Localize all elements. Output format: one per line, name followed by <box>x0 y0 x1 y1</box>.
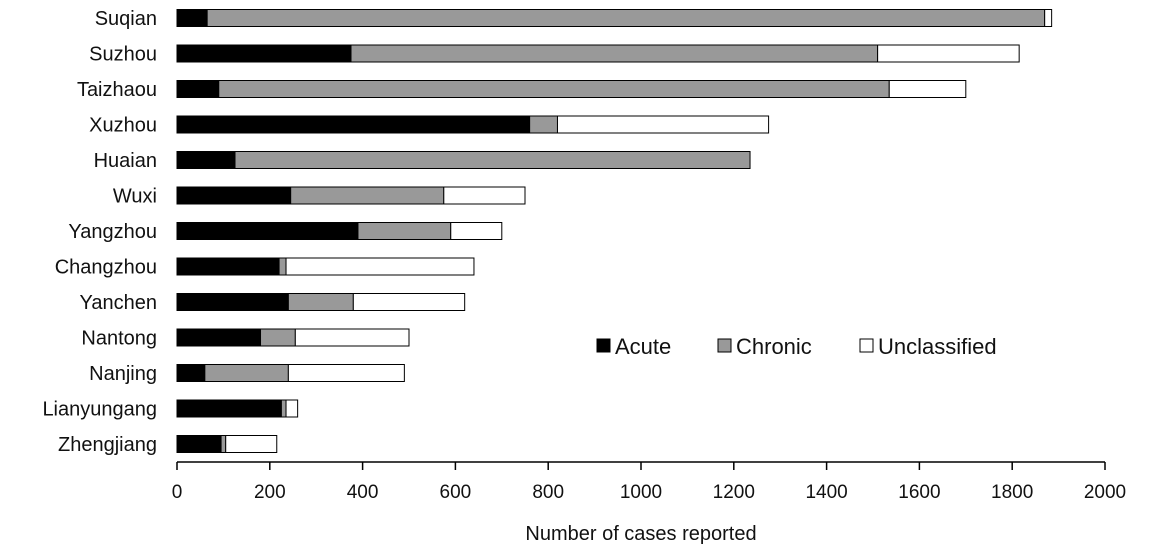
bar-suqian-acute <box>176 9 208 27</box>
category-label-taizhaou: Taizhaou <box>77 79 157 101</box>
category-label-zhengjiang: Zhengjiang <box>58 434 157 456</box>
bar-huaian-acute <box>176 151 236 169</box>
x-tick-label-2000: 2000 <box>1084 482 1126 503</box>
category-label-yanchen: Yanchen <box>80 292 157 314</box>
bar-nanjing-unclassified <box>287 364 405 382</box>
category-label-xuzhou: Xuzhou <box>89 115 157 137</box>
bar-zhengjiang-unclassified <box>225 435 278 453</box>
bar-suzhou-chronic <box>350 44 879 63</box>
category-label-lianyungang: Lianyungang <box>42 399 157 421</box>
x-axis-title: Number of cases reported <box>525 523 756 545</box>
bar-huaian-chronic <box>234 151 751 169</box>
legend-swatch-unclassified <box>859 338 874 353</box>
legend-label-unclassified: Unclassified <box>878 334 997 359</box>
bar-yanchen-acute <box>176 293 289 311</box>
bars <box>176 9 1053 453</box>
bar-zhengjiang-acute <box>176 435 222 453</box>
legend-swatch-acute <box>596 338 611 353</box>
bar-nantong-chronic <box>260 328 296 347</box>
x-tick-label-1000: 1000 <box>620 482 662 503</box>
legend-label-chronic: Chronic <box>736 334 812 359</box>
bar-nanjing-chronic <box>204 364 289 382</box>
bar-xuzhou-unclassified <box>556 115 770 134</box>
bar-taizhaou-acute <box>176 80 220 98</box>
x-tick-label-1400: 1400 <box>805 482 847 503</box>
category-label-nanjing: Nanjing <box>89 363 157 385</box>
bar-wuxi-unclassified <box>443 186 526 205</box>
category-label-suqian: Suqian <box>95 8 157 30</box>
x-tick-label-1600: 1600 <box>898 482 940 503</box>
bar-lianyungang-unclassified <box>285 399 299 418</box>
category-label-huaian: Huaian <box>94 150 157 172</box>
category-label-wuxi: Wuxi <box>113 186 157 208</box>
bar-taizhaou-unclassified <box>888 80 967 98</box>
x-tick-label-1200: 1200 <box>713 482 755 503</box>
bar-suqian-unclassified <box>1044 9 1053 27</box>
bar-yangzhou-chronic <box>357 222 452 240</box>
bar-nantong-unclassified <box>294 328 410 347</box>
bar-nanjing-acute <box>176 364 206 382</box>
bar-wuxi-acute <box>176 186 292 205</box>
x-tick-label-800: 800 <box>532 482 564 503</box>
bar-suzhou-acute <box>176 44 352 63</box>
legend: Acute Chronic Unclassified <box>596 334 997 359</box>
category-label-nantong: Nantong <box>81 328 157 350</box>
category-label-yangzhou: Yangzhou <box>68 221 157 243</box>
category-label-changzhou: Changzhou <box>55 257 157 279</box>
bar-yanchen-unclassified <box>352 293 466 311</box>
bar-changzhou-unclassified <box>285 257 475 276</box>
bar-zhengjiang-chronic <box>220 435 227 453</box>
bar-yangzhou-unclassified <box>450 222 503 240</box>
bar-xuzhou-chronic <box>529 115 558 134</box>
bar-yangzhou-acute <box>176 222 359 240</box>
x-tick-label-400: 400 <box>347 482 379 503</box>
bar-xuzhou-acute <box>176 115 531 134</box>
bar-suqian-chronic <box>206 9 1046 27</box>
bar-lianyungang-chronic <box>280 399 287 418</box>
x-tick-label-200: 200 <box>254 482 286 503</box>
x-tick-label-600: 600 <box>440 482 472 503</box>
bar-wuxi-chronic <box>290 186 445 205</box>
bar-lianyungang-acute <box>176 399 282 418</box>
legend-label-acute: Acute <box>615 334 671 359</box>
bar-taizhaou-chronic <box>218 80 890 98</box>
bar-nantong-acute <box>176 328 262 347</box>
x-axis: 0 200 400 600 800 1000 1200 1400 1600 1800 2000 <box>172 461 1126 503</box>
x-tick-label-0: 0 <box>172 482 183 503</box>
category-labels: Suqian Suzhou Taizhaou Xuzhou Huaian Wuxi Yang… <box>42 8 157 456</box>
bar-suzhou-unclassified <box>877 44 1020 63</box>
category-label-suzhou: Suzhou <box>89 44 157 66</box>
bar-yanchen-chronic <box>287 293 354 311</box>
bar-changzhou-chronic <box>278 257 287 276</box>
legend-swatch-chronic <box>717 338 732 353</box>
x-tick-label-1800: 1800 <box>991 482 1033 503</box>
bar-changzhou-acute <box>176 257 280 276</box>
